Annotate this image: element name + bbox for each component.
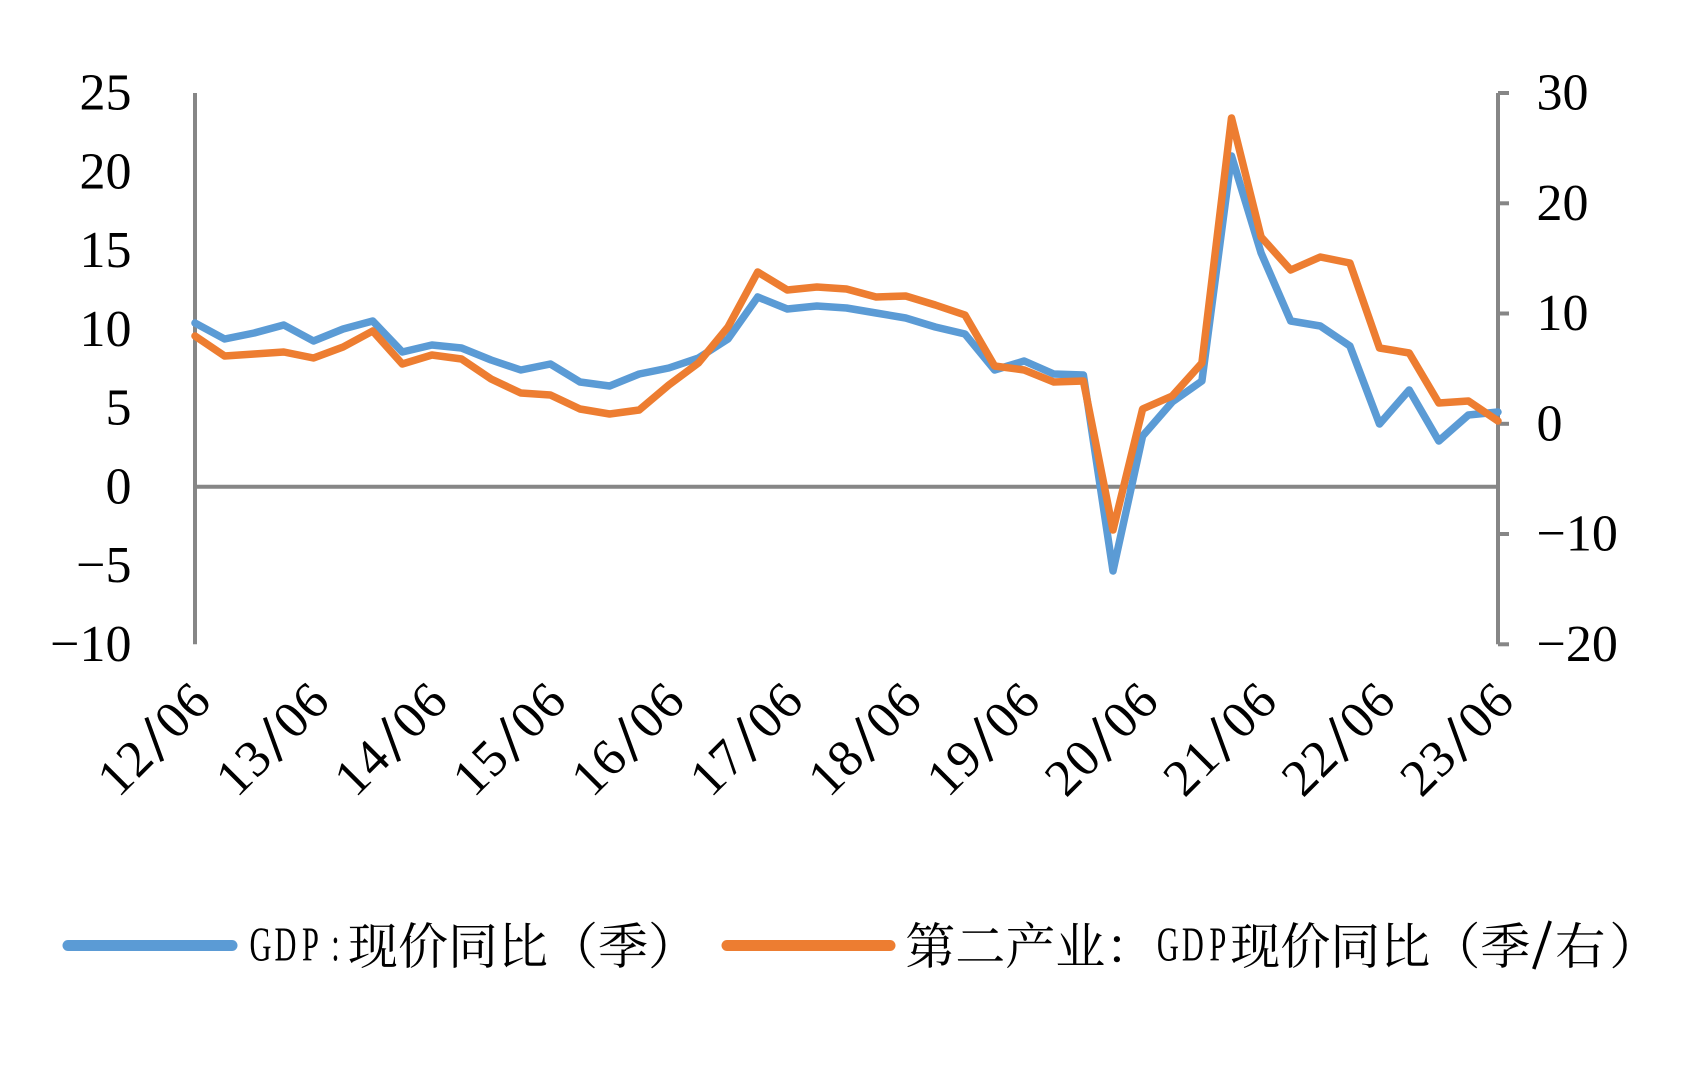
svg-text:20: 20: [1537, 175, 1589, 232]
svg-text:10: 10: [1537, 285, 1589, 342]
svg-text:0: 0: [1537, 395, 1563, 452]
svg-text:−20: −20: [1537, 616, 1618, 673]
svg-text:D: D: [1182, 917, 1204, 971]
svg-text:25: 25: [80, 65, 132, 122]
svg-text:P: P: [1209, 917, 1226, 971]
svg-text:0: 0: [106, 458, 132, 515]
svg-text:30: 30: [1537, 65, 1589, 122]
svg-text:G: G: [250, 917, 272, 971]
svg-text:10: 10: [80, 301, 132, 358]
svg-text:G: G: [1157, 917, 1179, 971]
svg-text:−5: −5: [76, 537, 131, 594]
svg-text:15: 15: [80, 222, 132, 279]
svg-text:−10: −10: [1537, 506, 1618, 563]
svg-text:−10: −10: [50, 616, 131, 673]
svg-text::: :: [331, 917, 339, 971]
svg-text:20: 20: [80, 143, 132, 200]
svg-text:P: P: [302, 917, 319, 971]
svg-text:D: D: [275, 917, 297, 971]
svg-text:5: 5: [106, 380, 132, 437]
